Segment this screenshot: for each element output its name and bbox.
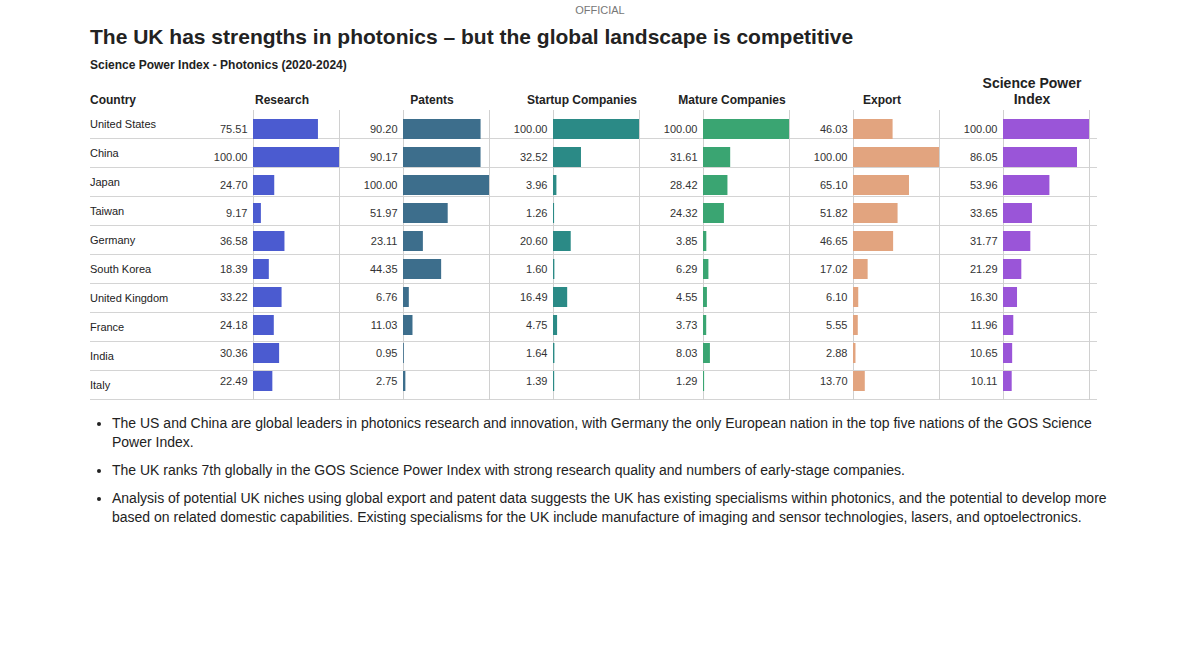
svg-text:11.03: 11.03 <box>371 319 398 331</box>
svg-text:2.88: 2.88 <box>826 347 847 359</box>
html-text:Patents: Patents <box>410 93 454 107</box>
html-text:United States: United States <box>90 118 156 130</box>
svg-text:13.70: 13.70 <box>820 375 848 387</box>
svg-text:3.85: 3.85 <box>676 235 697 247</box>
svg-text:21.29: 21.29 <box>970 263 998 275</box>
svg-text:100.00: 100.00 <box>514 123 548 135</box>
svg-text:23.11: 23.11 <box>371 235 398 247</box>
html-text:United Kingdom: United Kingdom <box>90 292 169 304</box>
html-text:France: France <box>90 321 125 333</box>
svg-text:1.26: 1.26 <box>526 207 547 219</box>
html-text:Taiwan: Taiwan <box>90 205 125 217</box>
html-text:Mature Companies: Mature Companies <box>678 93 786 107</box>
svg-text:75.51: 75.51 <box>220 123 248 135</box>
svg-text:17.02: 17.02 <box>820 263 848 275</box>
svg-text:22.49: 22.49 <box>220 375 248 387</box>
html-text:China: China <box>90 147 119 159</box>
svg-text:0.95: 0.95 <box>376 347 397 359</box>
html-text:Country: Country <box>90 93 136 107</box>
html-text:Germany: Germany <box>90 234 136 246</box>
svg-text:1.60: 1.60 <box>526 263 547 275</box>
svg-text:86.05: 86.05 <box>970 151 998 163</box>
svg-text:16.49: 16.49 <box>520 291 548 303</box>
svg-text:100.00: 100.00 <box>364 179 398 191</box>
svg-text:51.82: 51.82 <box>820 207 848 219</box>
html-text:India: India <box>90 350 114 362</box>
svg-text:46.65: 46.65 <box>820 235 848 247</box>
svg-text:65.10: 65.10 <box>820 179 848 191</box>
svg-text:10.65: 10.65 <box>970 347 998 359</box>
svg-text:1.29: 1.29 <box>676 375 697 387</box>
svg-text:24.70: 24.70 <box>220 179 248 191</box>
html-text:Science Power Index: Science Power Index <box>982 75 1082 107</box>
svg-text:36.58: 36.58 <box>220 235 248 247</box>
svg-text:11.96: 11.96 <box>971 319 998 331</box>
svg-text:30.36: 30.36 <box>220 347 248 359</box>
svg-text:90.17: 90.17 <box>370 151 398 163</box>
svg-text:31.61: 31.61 <box>670 151 698 163</box>
svg-text:16.30: 16.30 <box>970 291 998 303</box>
html-text:Startup Companies: Startup Companies <box>527 93 637 107</box>
svg-text:6.76: 6.76 <box>376 291 397 303</box>
html-text:The UK has strengths in photon: The UK has strengths in photonics – but … <box>90 25 854 48</box>
svg-text:100.00: 100.00 <box>964 123 998 135</box>
svg-text:33.65: 33.65 <box>970 207 998 219</box>
svg-text:24.32: 24.32 <box>670 207 698 219</box>
svg-text:4.75: 4.75 <box>526 319 547 331</box>
html-text:South Korea: South Korea <box>90 263 152 275</box>
html-text:Research: Research <box>255 93 309 107</box>
svg-text:1.64: 1.64 <box>526 347 547 359</box>
svg-text:5.55: 5.55 <box>826 319 847 331</box>
html-text:Japan: Japan <box>90 176 120 188</box>
svg-text:100.00: 100.00 <box>664 123 698 135</box>
svg-text:53.96: 53.96 <box>970 179 998 191</box>
svg-text:4.55: 4.55 <box>676 291 697 303</box>
svg-text:46.03: 46.03 <box>820 123 848 135</box>
html-text:OFFICIAL: OFFICIAL <box>575 4 625 16</box>
html-text:Italy: Italy <box>90 379 111 391</box>
svg-text:2.75: 2.75 <box>376 375 397 387</box>
svg-text:32.52: 32.52 <box>520 151 548 163</box>
svg-text:28.42: 28.42 <box>670 179 698 191</box>
svg-text:33.22: 33.22 <box>220 291 248 303</box>
html-text:Science Power Index - Photonic: Science Power Index - Photonics (2020-20… <box>90 58 347 72</box>
svg-text:31.77: 31.77 <box>970 235 998 247</box>
svg-text:8.03: 8.03 <box>676 347 697 359</box>
svg-text:10.11: 10.11 <box>971 375 998 387</box>
html-text:Export: Export <box>863 93 901 107</box>
svg-text:9.17: 9.17 <box>226 207 247 219</box>
svg-text:90.20: 90.20 <box>370 123 398 135</box>
svg-text:6.10: 6.10 <box>826 291 847 303</box>
svg-text:44.35: 44.35 <box>370 263 398 275</box>
svg-text:1.39: 1.39 <box>526 375 547 387</box>
svg-text:18.39: 18.39 <box>220 263 248 275</box>
svg-text:3.96: 3.96 <box>526 179 547 191</box>
html-text:The UK ranks 7th globally in t: The UK ranks 7th globally in the GOS Sci… <box>112 462 905 478</box>
html-text:Analysis of potential UK niche: Analysis of potential UK niches using gl… <box>112 490 1107 525</box>
svg-text:100.00: 100.00 <box>814 151 848 163</box>
svg-text:100.00: 100.00 <box>214 151 248 163</box>
svg-text:6.29: 6.29 <box>676 263 697 275</box>
svg-text:51.97: 51.97 <box>370 207 398 219</box>
html-text:The US and China are global le: The US and China are global leaders in p… <box>112 415 1092 450</box>
svg-text:24.18: 24.18 <box>220 319 248 331</box>
svg-text:20.60: 20.60 <box>520 235 548 247</box>
svg-text:3.73: 3.73 <box>676 319 697 331</box>
